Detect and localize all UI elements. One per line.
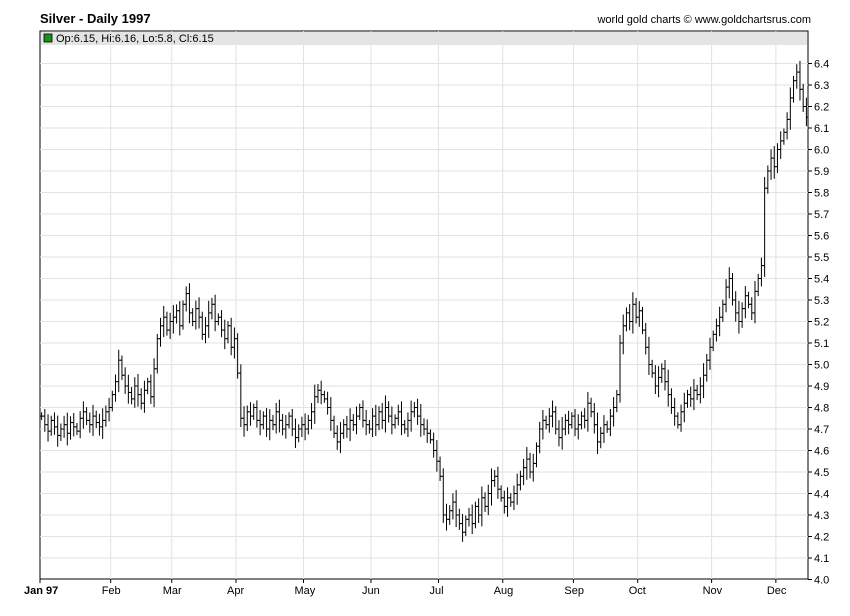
y-axis: 6.4 6.3 6.2 6.1 6.0 5.9 5.8 5.7 5.6 5.5 5.4 5.3 5.2 5… — [808, 59, 829, 587]
plot-area — [39, 30, 809, 580]
y-tick-label: 4.7 — [814, 424, 829, 436]
y-tick-label: 5.9 — [814, 166, 829, 178]
legend-swatch — [43, 33, 53, 43]
y-tick-label: 4.6 — [814, 446, 829, 458]
chart-title: Silver - Daily 1997 — [40, 11, 151, 26]
legend-text: Op:6.15, Hi:6.16, Lo:5.8, Cl:6.15 — [56, 33, 214, 45]
x-tick-label: Aug — [494, 585, 514, 597]
x-tick-label: Dec — [767, 585, 787, 597]
y-tick-label: 5.2 — [814, 317, 829, 329]
y-tick-label: 5.8 — [814, 188, 829, 200]
x-axis: Jan 97 Feb Mar Apr May Jun Jul Aug Sep Oct Nov Dec — [24, 579, 787, 597]
x-tick-label: Mar — [163, 585, 182, 597]
y-tick-label: 4.0 — [814, 575, 829, 587]
y-tick-label: 5.6 — [814, 231, 829, 243]
y-tick-label: 4.2 — [814, 532, 829, 544]
x-tick-label: Sep — [564, 585, 584, 597]
ohlc-bars — [39, 60, 809, 542]
y-tick-label: 6.2 — [814, 102, 829, 114]
x-tick-label: Jan 97 — [24, 585, 58, 597]
y-tick-label: 5.0 — [814, 360, 829, 372]
x-tick-label: Oct — [629, 585, 646, 597]
x-tick-label: Nov — [703, 585, 723, 597]
x-tick-label: Jun — [362, 585, 380, 597]
y-tick-label: 4.1 — [814, 553, 829, 565]
y-tick-label: 4.3 — [814, 510, 829, 522]
x-tick-label: May — [294, 585, 315, 597]
y-tick-label: 5.1 — [814, 338, 829, 350]
y-tick-label: 4.5 — [814, 467, 829, 479]
y-tick-label: 5.3 — [814, 295, 829, 307]
y-tick-label: 6.4 — [814, 59, 829, 71]
legend-bar — [41, 32, 807, 45]
x-tick-label: Apr — [227, 585, 244, 597]
y-tick-label: 6.1 — [814, 123, 829, 135]
y-tick-label: 5.4 — [814, 274, 829, 286]
y-tick-label: 6.0 — [814, 145, 829, 157]
y-tick-label: 5.5 — [814, 252, 829, 264]
y-tick-label: 4.4 — [814, 489, 829, 501]
y-tick-label: 4.8 — [814, 403, 829, 415]
ohlc-bar — [804, 97, 809, 127]
y-tick-label: 6.3 — [814, 80, 829, 92]
x-tick-label: Feb — [102, 585, 121, 597]
y-tick-label: 5.7 — [814, 209, 829, 221]
y-tick-label: 4.9 — [814, 381, 829, 393]
chart-credit: world gold charts © www.goldchartsrus.co… — [597, 14, 811, 26]
grid-lines — [40, 31, 808, 579]
x-tick-label: Jul — [429, 585, 443, 597]
